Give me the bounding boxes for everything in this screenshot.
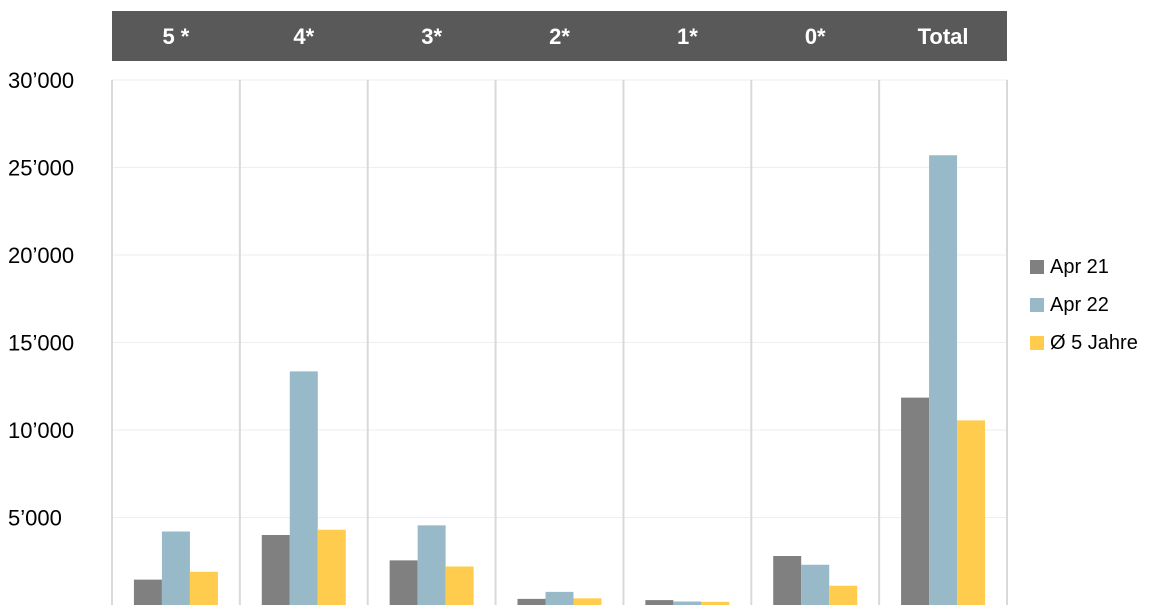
bars	[133, 155, 986, 605]
legend: Apr 21 Apr 22 Ø 5 Jahre	[1030, 256, 1138, 354]
y-tick-label: 15’000	[8, 331, 74, 356]
legend-swatch	[1030, 298, 1044, 312]
bar	[645, 600, 674, 605]
legend-swatch	[1030, 260, 1044, 274]
bar	[389, 560, 418, 605]
bar	[773, 556, 802, 605]
category-label: 5 *	[162, 24, 189, 49]
y-tick-label: 30’000	[8, 68, 74, 93]
y-axis: 5’000 10’000 15’000 20’000 25’000 30’000	[8, 68, 74, 531]
bar	[929, 155, 958, 605]
bar	[417, 525, 446, 605]
category-label: Total	[918, 24, 969, 49]
bar	[673, 601, 702, 605]
bar	[901, 397, 930, 605]
bar	[829, 585, 858, 605]
category-label: 0*	[805, 24, 826, 49]
category-label: 2*	[549, 24, 570, 49]
bar	[161, 531, 190, 605]
grid-lines	[111, 79, 1008, 605]
bar	[545, 591, 574, 605]
bar	[573, 598, 602, 605]
category-label: 3*	[421, 24, 442, 49]
bar	[189, 571, 218, 605]
legend-label: Apr 22	[1050, 294, 1109, 316]
bar	[957, 420, 986, 605]
legend-label: Ø 5 Jahre	[1050, 332, 1138, 354]
legend-swatch	[1030, 336, 1044, 350]
y-tick-label: 10’000	[8, 418, 74, 443]
bar	[801, 564, 830, 605]
category-label: 4*	[293, 24, 314, 49]
bar	[445, 566, 474, 605]
category-label: 1*	[677, 24, 698, 49]
y-tick-label: 25’000	[8, 156, 74, 181]
bar	[317, 529, 346, 605]
bar	[701, 601, 730, 605]
bar	[261, 535, 290, 605]
bar	[517, 598, 546, 605]
y-tick-label: 5’000	[8, 506, 62, 531]
header-background	[112, 11, 1007, 61]
bar	[133, 579, 162, 605]
legend-label: Apr 21	[1050, 256, 1109, 278]
bar	[289, 371, 318, 605]
category-header-bar: 5 * 4* 3* 2* 1* 0* Total	[112, 11, 1007, 61]
y-tick-label: 20’000	[8, 243, 74, 268]
